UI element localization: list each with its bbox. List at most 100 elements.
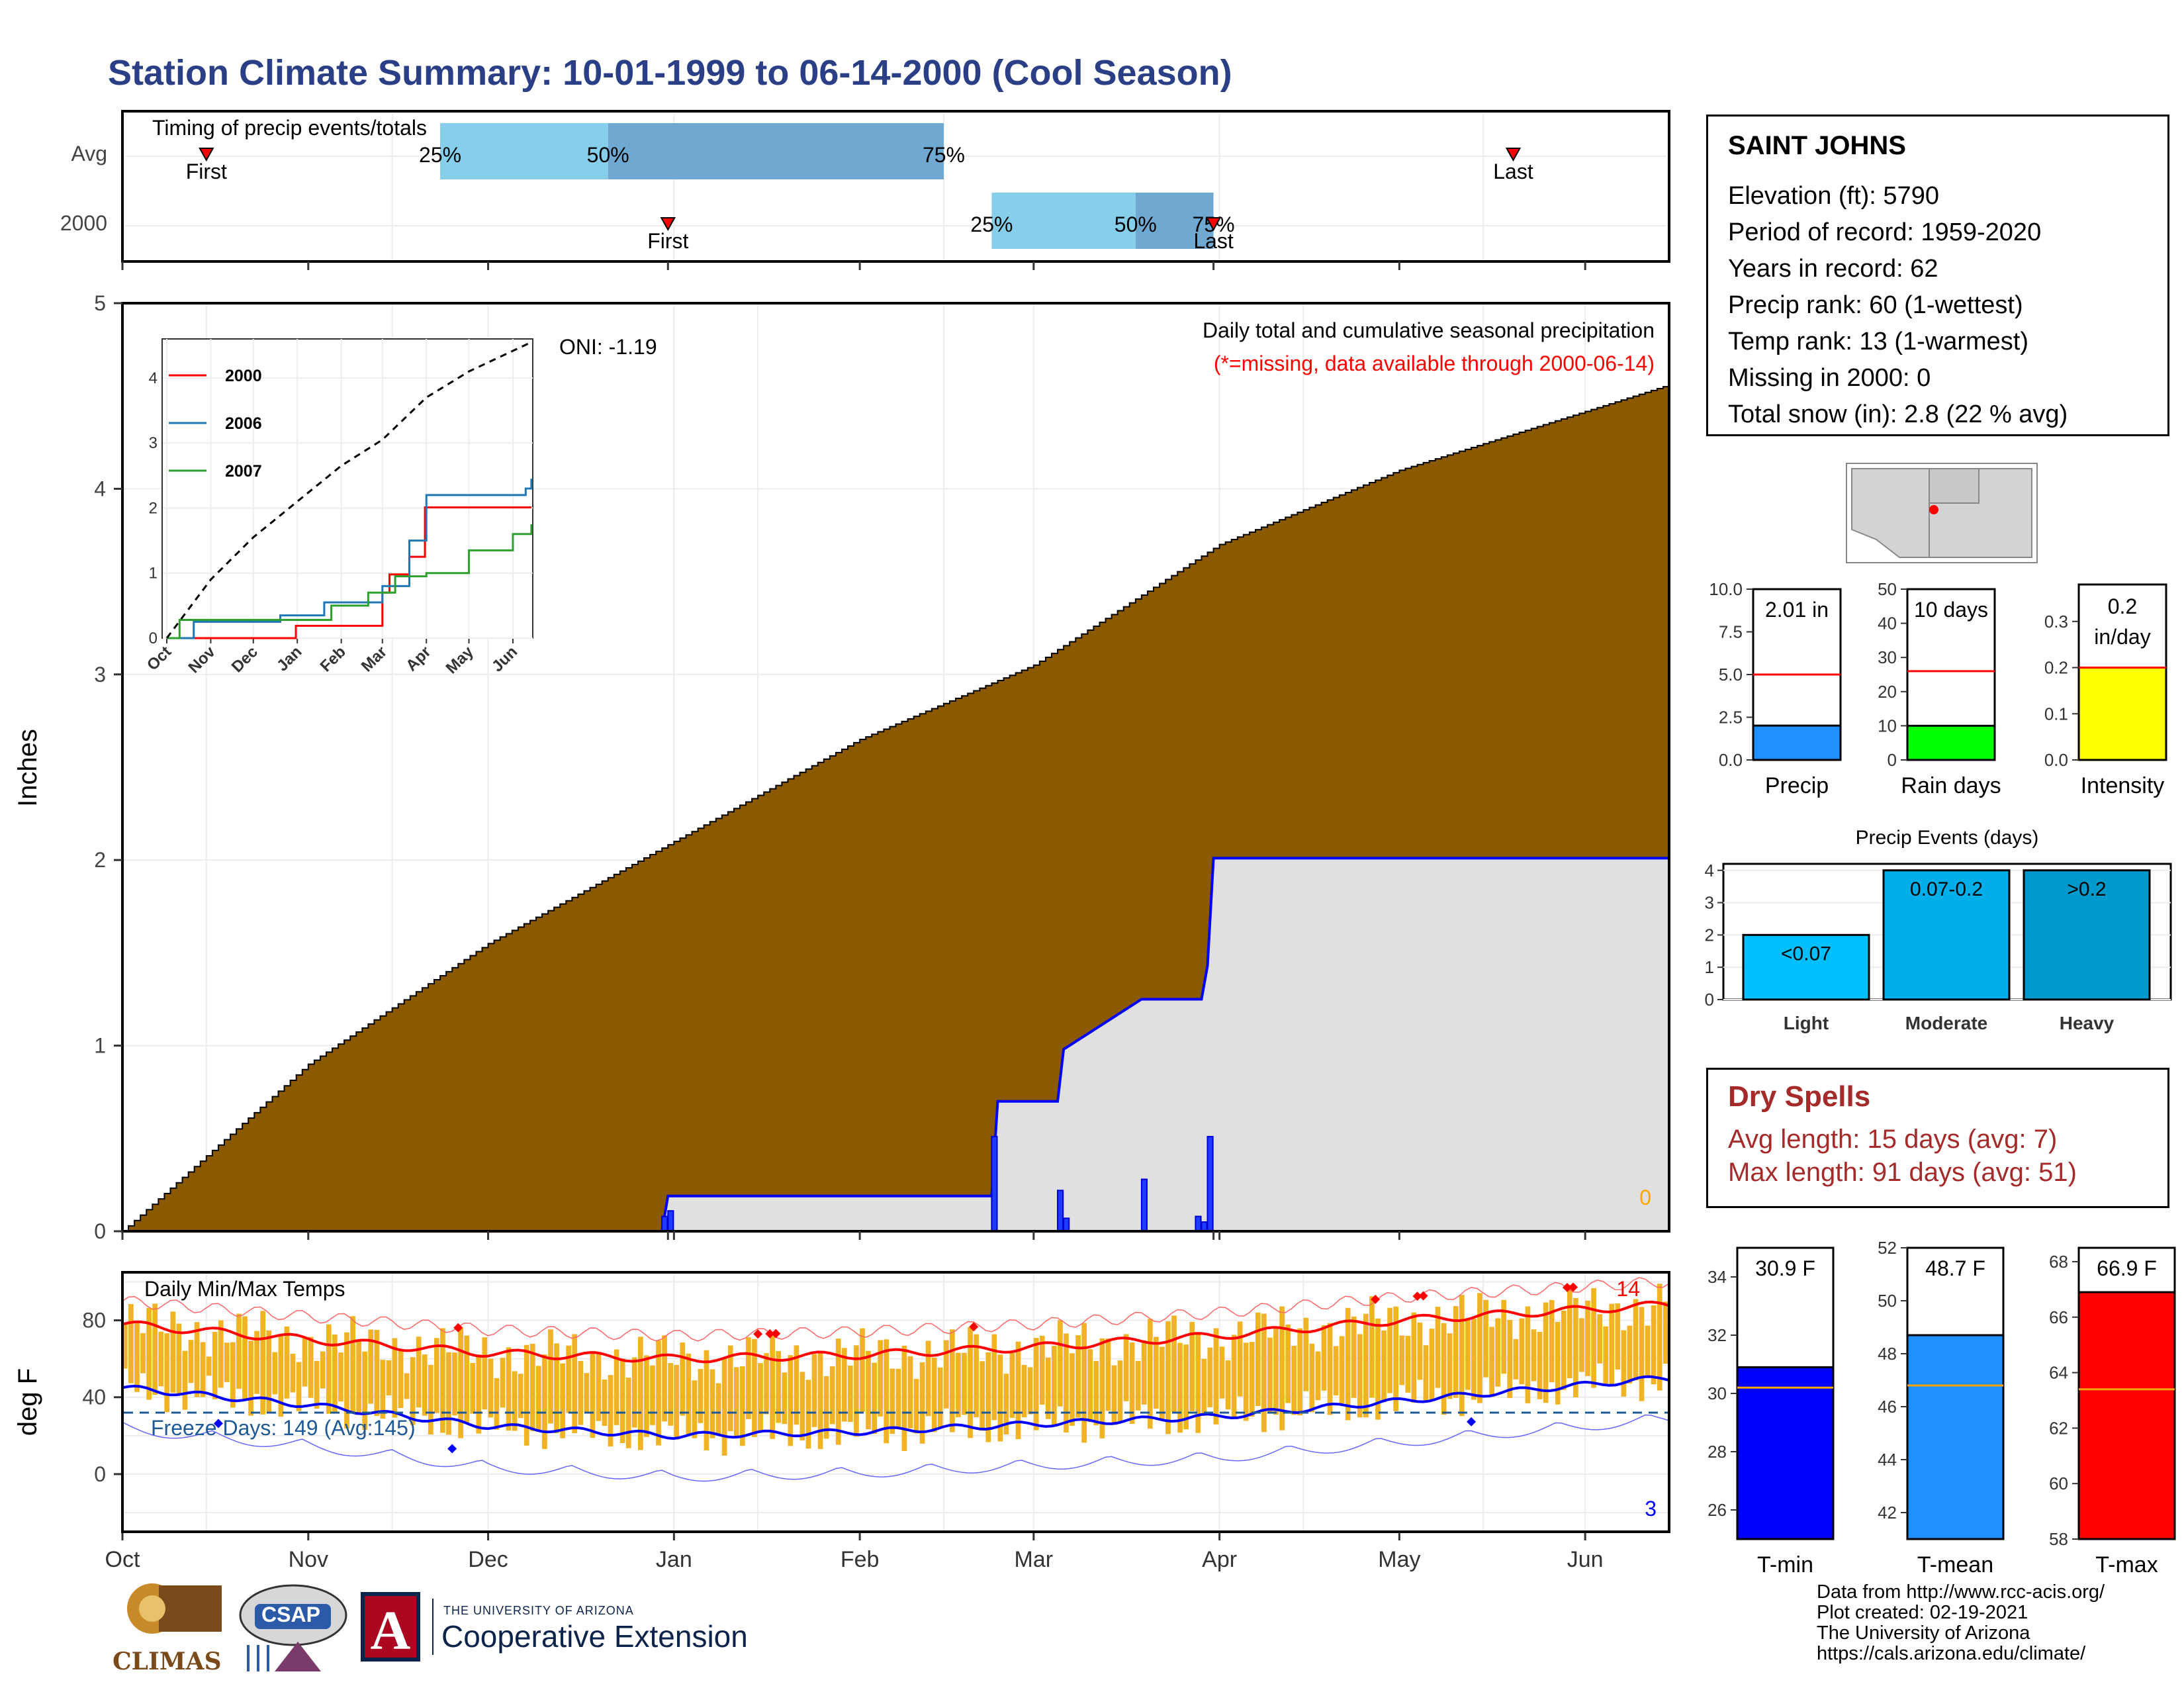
precip-gauge-value-2-l1: 0.2 [2108, 594, 2137, 618]
temp-daily-bar-165 [1111, 1365, 1117, 1425]
temp-daily-bar-100 [721, 1358, 727, 1456]
events-bar-label-moderate: 0.07-0.2 [1910, 878, 1983, 900]
temp-daily-bar-151 [1027, 1367, 1033, 1415]
ua-divider [432, 1599, 433, 1655]
temp-daily-bar-39 [356, 1339, 361, 1413]
temp-daily-bar-221 [1447, 1333, 1453, 1399]
temp-daily-bar-199 [1315, 1351, 1321, 1401]
temp-daily-bar-83 [619, 1358, 625, 1443]
temp-daily-bar-49 [416, 1336, 422, 1408]
temp-daily-bar-180 [1201, 1358, 1207, 1414]
temp-daily-bar-215 [1411, 1312, 1417, 1403]
csap-cloud-icon [239, 1584, 347, 1671]
temp-plot-frame [121, 1271, 1670, 1533]
precip-gauge-value-2-l2: in/day [2094, 625, 2150, 649]
temp-content: 0 40 80 Oct Nov Dec Jan Feb Mar Apr May Jun [82, 1274, 1670, 1572]
temp-daily-bar-14 [206, 1356, 212, 1376]
temp-chart-label: Daily Min/Max Temps [144, 1277, 345, 1301]
temp-daily-bar-110 [782, 1372, 788, 1425]
temp-daily-bar-81 [608, 1375, 614, 1447]
station-info-box: SAINT JOHNS Elevation (ft): 5790 Period … [1706, 115, 2169, 436]
temp-daily-bar-68 [529, 1343, 535, 1431]
temp-daily-bar-196 [1297, 1328, 1303, 1416]
temp-daily-bar-239 [1555, 1321, 1561, 1405]
temp-daily-bar-18 [230, 1342, 236, 1408]
temp-daily-bar-25 [272, 1352, 278, 1395]
temp-ytick-label-0: 0 [94, 1462, 106, 1486]
temp-daily-bar-203 [1339, 1336, 1345, 1404]
dry-spells-box: Dry Spells Avg length: 15 days (avg: 7) … [1706, 1068, 2169, 1208]
events-category-moderate: Moderate [1905, 1013, 1987, 1033]
daily-precip-bar-1 [667, 1210, 674, 1233]
temp-gauge-tick-label-2-3: 64 [2049, 1363, 2068, 1383]
record-high-count: 14 [1616, 1277, 1640, 1301]
temp-daily-bar-88 [650, 1365, 655, 1425]
temp-daily-bar-54 [446, 1352, 451, 1435]
temp-daily-bar-139 [956, 1352, 961, 1417]
temp-daily-bar-191 [1267, 1337, 1273, 1414]
avg-max-temp-line [122, 1300, 1670, 1364]
temp-daily-bar-30 [302, 1336, 308, 1387]
temp-daily-bar-41 [368, 1329, 374, 1404]
temp-daily-bar-89 [656, 1340, 661, 1446]
temp-daily-bar-257 [1662, 1301, 1668, 1364]
precip-ytick-label-4: 4 [94, 477, 106, 500]
temp-daily-bar-254 [1645, 1325, 1651, 1376]
temp-daily-bar-202 [1333, 1346, 1339, 1395]
temp-gauge-tick-label-1-4: 50 [1878, 1291, 1897, 1311]
temp-daily-bar-76 [578, 1360, 584, 1425]
temp-daily-bar-122 [854, 1345, 859, 1437]
temp-daily-bar-206 [1357, 1334, 1363, 1418]
temp-daily-bar-227 [1483, 1299, 1488, 1378]
temp-daily-bar-200 [1321, 1325, 1327, 1391]
temp-gauge-bar-0 [1736, 1366, 1835, 1540]
temp-daily-bar-1 [128, 1303, 134, 1383]
missing-count: 0 [1639, 1186, 1651, 1209]
temp-daily-bar-95 [692, 1380, 698, 1438]
record-low-marker-0 [213, 1419, 223, 1429]
temp-gauge-tick-label-1-5: 52 [1878, 1238, 1897, 1258]
temp-daily-bar-24 [266, 1330, 272, 1413]
temp-daily-bar-6 [158, 1331, 164, 1387]
timing-first-label-Avg: First [186, 160, 227, 183]
temp-xtick-label-8: Jun [1567, 1547, 1604, 1572]
temp-daily-bar-243 [1579, 1318, 1584, 1372]
temp-daily-bar-143 [979, 1361, 985, 1431]
temp-gauge-bar-2 [2077, 1291, 2176, 1540]
temp-daily-bar-214 [1405, 1336, 1411, 1393]
temp-daily-bar-107 [764, 1353, 769, 1415]
temp-daily-bar-160 [1081, 1323, 1087, 1443]
temp-daily-bar-167 [1123, 1334, 1129, 1401]
daily-precip-bar-0 [661, 1215, 668, 1232]
temp-daily-bar-63 [500, 1358, 506, 1408]
record-high-marker-3 [771, 1329, 781, 1338]
record-high-marker-9 [1569, 1282, 1578, 1292]
temp-daily-bar-27 [284, 1326, 290, 1399]
events-ytick-label-0: 0 [1705, 990, 1714, 1009]
temp-gauge-tick-label-2-5: 68 [2049, 1252, 2068, 1272]
temp-daily-bar-130 [901, 1345, 907, 1452]
temp-daily-bar-93 [680, 1342, 686, 1416]
temp-daily-bar-231 [1507, 1319, 1513, 1398]
inset-ytick-label-1: 1 [149, 565, 158, 583]
precip-gauge-label-0: Precip [1765, 773, 1829, 798]
temp-daily-bar-140 [962, 1352, 967, 1415]
precip-gauge-tick-label-0-1: 2.5 [1719, 708, 1743, 727]
station-snow: Total snow (in): 2.8 (22 % avg) [1728, 400, 2068, 428]
timing-first-marker-Avg [199, 148, 214, 162]
temp-daily-bar-150 [1021, 1364, 1027, 1418]
events-bar-label-heavy: >0.2 [2067, 878, 2106, 900]
inset-ytick-label-3: 3 [149, 434, 158, 452]
precip-chart-header: Daily total and cumulative seasonal prec… [1203, 318, 1655, 342]
record-high-marker-4 [969, 1322, 979, 1332]
temp-daily-bar-128 [889, 1368, 895, 1434]
temp-daily-bar-186 [1237, 1321, 1243, 1397]
temp-daily-bar-176 [1177, 1342, 1183, 1433]
temp-daily-bar-235 [1531, 1329, 1537, 1382]
temp-daily-bar-61 [488, 1358, 494, 1418]
temp-daily-bar-229 [1495, 1318, 1501, 1387]
temp-daily-bar-71 [548, 1329, 553, 1424]
precip-gauge-tick-label-1-0: 0 [1888, 750, 1897, 770]
temp-xtick-label-6: Apr [1202, 1547, 1237, 1572]
temp-gauge-tick-label-1-3: 48 [1878, 1344, 1897, 1364]
